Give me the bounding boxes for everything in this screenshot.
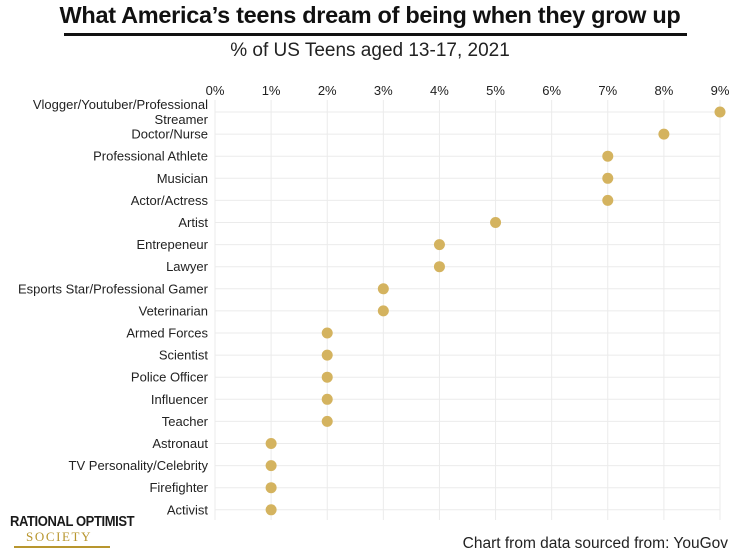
data-point <box>602 172 614 184</box>
x-tick-label: 3% <box>374 83 393 98</box>
x-tick-label: 0% <box>206 83 225 98</box>
category-label: Police Officer <box>131 370 209 385</box>
x-tick-label: 4% <box>430 83 449 98</box>
data-point <box>433 261 445 273</box>
data-point <box>490 217 502 228</box>
category-label: Actor/Actress <box>131 193 209 208</box>
data-point <box>265 460 277 472</box>
data-point <box>602 194 614 206</box>
data-point <box>714 106 726 118</box>
logo-line-1: RATIONAL OPTIMIST <box>10 512 135 530</box>
data-point <box>321 327 333 339</box>
x-tick-label: 6% <box>542 83 561 98</box>
category-label-line: Vlogger/Youtuber/Professional <box>33 97 208 112</box>
data-point <box>433 239 445 251</box>
x-tick-label: 9% <box>711 83 730 98</box>
category-label-line: Streamer <box>155 112 209 127</box>
category-label: Lawyer <box>166 259 209 274</box>
source-note: Chart from data sourced from: YouGov <box>462 535 728 552</box>
title-underline <box>64 33 687 36</box>
category-label: Armed Forces <box>126 326 208 341</box>
category-label: Artist <box>178 215 208 230</box>
data-point <box>321 415 333 427</box>
data-point <box>377 305 389 317</box>
data-point <box>658 128 670 140</box>
data-point <box>602 150 614 162</box>
data-point <box>321 393 333 405</box>
x-tick-label: 7% <box>598 83 617 98</box>
data-point <box>265 482 277 494</box>
category-label: Esports Star/Professional Gamer <box>18 281 209 296</box>
x-tick-label: 1% <box>262 83 281 98</box>
category-label: Astronaut <box>152 436 208 451</box>
chart-title: What America’s teens dream of being when… <box>59 2 681 28</box>
x-tick-label: 2% <box>318 83 337 98</box>
category-label: TV Personality/Celebrity <box>69 458 209 473</box>
category-label: Professional Athlete <box>93 149 208 164</box>
chart-subtitle: % of US Teens aged 13-17, 2021 <box>230 40 510 61</box>
category-label: Activist <box>167 502 209 517</box>
category-label: Doctor/Nurse <box>131 127 208 142</box>
data-point <box>321 371 333 383</box>
category-label: Vlogger/Youtuber/Professional Streamer <box>33 97 209 127</box>
category-label: Firefighter <box>149 480 208 495</box>
rational-optimist-society-logo: RATIONAL OPTIMIST SOCIETY <box>10 512 135 548</box>
data-point <box>265 504 277 516</box>
category-label: Veterinarian <box>139 303 208 318</box>
x-tick-label: 8% <box>654 83 673 98</box>
data-point <box>377 283 389 295</box>
category-label: Scientist <box>159 348 209 363</box>
x-tick-label: 5% <box>486 83 505 98</box>
category-label: Teacher <box>162 414 209 429</box>
category-label: Musician <box>157 171 208 186</box>
category-label: Influencer <box>151 392 209 407</box>
logo-line-2: SOCIETY <box>26 529 93 544</box>
data-point <box>321 349 333 361</box>
logo-underline <box>14 546 110 548</box>
data-point <box>265 438 277 449</box>
category-label: Entrepeneur <box>136 237 208 252</box>
